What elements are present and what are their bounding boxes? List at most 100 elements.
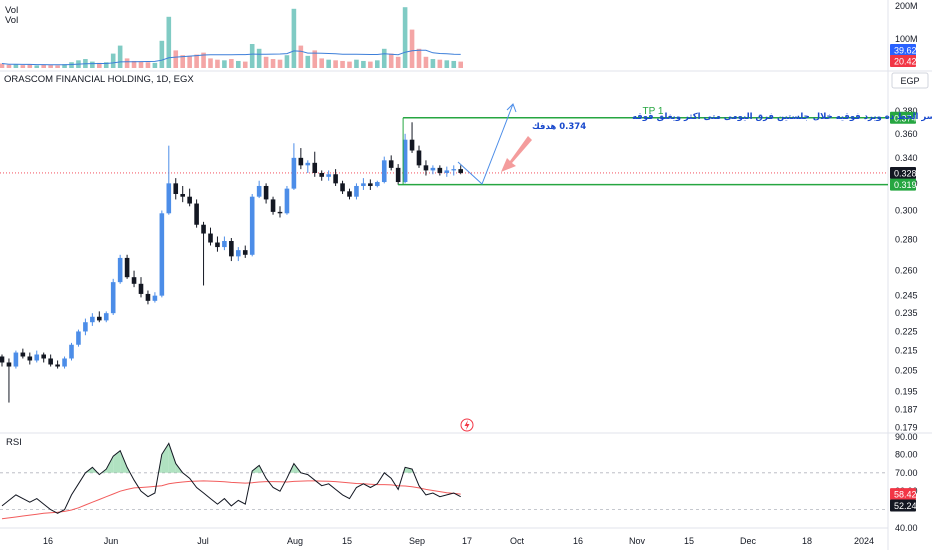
symbol-title[interactable]: ORASCOM FINANCIAL HOLDING, 1D, EGX	[4, 74, 194, 85]
candle-body	[354, 185, 359, 197]
support-price-badge: 0.319	[894, 180, 917, 190]
volume-bar	[145, 62, 151, 68]
price-tick-label: 0.187	[895, 404, 918, 414]
volume-bar	[347, 61, 352, 68]
candle-body	[97, 316, 102, 321]
candle-body	[159, 213, 165, 296]
volume-bar	[201, 52, 206, 68]
volume-bar	[381, 48, 387, 68]
price-tick-label: 0.260	[895, 266, 918, 276]
rsi-line	[1, 442, 461, 514]
time-tick-label: Sep	[409, 536, 425, 546]
volume-bar	[110, 53, 116, 68]
volume-bar	[340, 60, 345, 68]
candle-body	[340, 183, 345, 192]
candle-body	[55, 364, 60, 367]
axes: 200M100M0.3800.3600.3400.3200.3000.2800.…	[43, 1, 929, 546]
volume-bar	[354, 59, 359, 68]
volume-label: Vol	[5, 5, 18, 16]
rsi-tick-label: 40.00	[895, 523, 918, 533]
candle-body	[215, 242, 220, 248]
rsi-ma-line	[1, 480, 461, 520]
volume-tick-label: 200M	[895, 1, 918, 11]
projection-arrowhead	[506, 103, 517, 113]
volume-ma-line	[1, 49, 461, 66]
price-tick-label: 0.195	[895, 387, 918, 397]
candle-body	[361, 183, 366, 186]
time-tick-label: Oct	[510, 536, 525, 546]
volume-bar	[402, 7, 408, 68]
volume-bar	[6, 64, 12, 68]
price-tick-label: 0.280	[895, 234, 918, 244]
volume-bar	[409, 29, 415, 69]
candle-body	[375, 182, 380, 186]
candle-body	[110, 282, 116, 314]
candle-body	[62, 358, 67, 367]
candle-body	[249, 196, 255, 255]
time-tick-label: Aug	[287, 536, 303, 546]
current-price-badge: 0.328	[894, 168, 917, 178]
price-tick-label: 0.245	[895, 291, 918, 301]
volume-bar	[41, 64, 46, 68]
volume-bar	[194, 54, 199, 68]
candle-body	[458, 169, 463, 173]
candle-body	[444, 170, 450, 173]
time-tick-label: Jul	[197, 536, 209, 546]
candle-body	[201, 224, 206, 234]
candle-body	[319, 172, 324, 177]
rsi-ma-badge-box	[890, 488, 916, 501]
volume-bar	[131, 60, 137, 68]
currency-box[interactable]	[891, 72, 929, 89]
volume-bar	[361, 60, 366, 68]
candle-body	[222, 241, 227, 248]
lightning-icon[interactable]	[460, 418, 474, 432]
candle-body	[430, 167, 436, 171]
candle-body	[326, 174, 331, 177]
volume-bar	[458, 61, 463, 68]
candle-body	[145, 293, 151, 301]
candle-body	[242, 250, 248, 255]
volume-bar	[69, 62, 74, 68]
price-tick-label: 0.205	[895, 366, 918, 376]
volume-bar	[117, 45, 123, 68]
volume-bar	[215, 59, 220, 68]
candle-body	[13, 352, 19, 367]
candle-body	[312, 162, 318, 173]
candle-body	[388, 160, 394, 168]
volume-bar	[423, 56, 429, 68]
rsi-overbought-fill	[120, 450, 128, 473]
price-tick-label: 0.225	[895, 326, 918, 336]
volume-ma-label: Vol	[5, 15, 18, 26]
volume-panel	[0, 7, 463, 69]
candle-body	[90, 316, 95, 323]
candle-body	[305, 162, 311, 166]
annotation-line-1: يكسر الخط ده ويرد فوقيه خلال جلستين فرق …	[632, 112, 932, 122]
candle-body	[41, 354, 46, 359]
candle-body	[409, 139, 415, 151]
volume-bar	[319, 58, 324, 68]
candle-body	[298, 157, 304, 166]
rsi-overbought-fill	[161, 443, 169, 473]
annotation-line-2: 0.374 هدفك	[532, 122, 586, 132]
volume-bar	[48, 65, 53, 68]
time-tick-label: 2024	[854, 536, 874, 546]
volume-bar	[291, 8, 297, 69]
rsi-label: RSI	[6, 437, 22, 448]
time-tick-label: 18	[802, 536, 812, 546]
rsi-overbought-fill	[113, 450, 121, 473]
candle-body	[256, 185, 262, 197]
tp-price-badge-box	[890, 111, 916, 124]
volume-bar	[284, 55, 290, 68]
volume-bar	[152, 62, 158, 68]
time-tick-label: 16	[43, 536, 53, 546]
volume-ma-badge: 39.621M	[894, 46, 929, 56]
candle-body	[229, 241, 234, 257]
candle-body	[437, 167, 443, 173]
candle-body	[208, 233, 213, 243]
volume-bar	[333, 60, 338, 68]
time-tick-label: 16	[573, 536, 583, 546]
volume-bar	[395, 56, 401, 68]
volume-bar	[249, 44, 255, 68]
